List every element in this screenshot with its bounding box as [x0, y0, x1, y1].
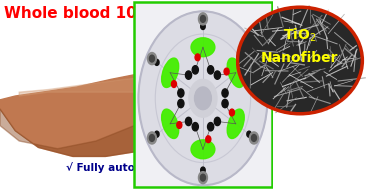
- Circle shape: [189, 79, 217, 117]
- Text: TiO$_2$: TiO$_2$: [283, 27, 317, 44]
- Circle shape: [201, 23, 205, 29]
- Circle shape: [251, 135, 256, 141]
- Circle shape: [230, 109, 234, 116]
- Circle shape: [172, 81, 176, 88]
- Circle shape: [251, 55, 256, 62]
- Ellipse shape: [227, 58, 244, 88]
- Circle shape: [222, 89, 228, 97]
- Circle shape: [247, 131, 251, 137]
- Circle shape: [186, 71, 192, 79]
- Circle shape: [207, 66, 214, 74]
- Text: Nanofiber: Nanofiber: [261, 51, 339, 65]
- Circle shape: [177, 122, 182, 128]
- Ellipse shape: [227, 109, 244, 139]
- Circle shape: [186, 117, 192, 126]
- Circle shape: [206, 136, 211, 143]
- Circle shape: [200, 15, 206, 22]
- Text: √ Fully automated: √ Fully automated: [66, 163, 173, 173]
- Polygon shape: [138, 79, 179, 100]
- Ellipse shape: [162, 109, 179, 139]
- Circle shape: [200, 174, 206, 181]
- Ellipse shape: [164, 119, 174, 127]
- Circle shape: [195, 54, 200, 61]
- Circle shape: [155, 131, 159, 137]
- Circle shape: [138, 11, 268, 185]
- Circle shape: [238, 7, 362, 114]
- Polygon shape: [19, 77, 173, 96]
- Text: √30 min.: √30 min.: [66, 108, 117, 118]
- Text: Whole blood 10 μL: Whole blood 10 μL: [4, 6, 162, 21]
- Circle shape: [199, 13, 207, 25]
- Circle shape: [247, 59, 251, 65]
- Ellipse shape: [191, 38, 215, 57]
- Circle shape: [149, 135, 155, 141]
- Circle shape: [199, 172, 207, 184]
- Circle shape: [222, 99, 228, 108]
- Ellipse shape: [162, 58, 179, 88]
- Circle shape: [178, 99, 184, 108]
- Circle shape: [224, 68, 229, 75]
- Circle shape: [249, 53, 258, 65]
- Circle shape: [194, 87, 211, 110]
- Circle shape: [149, 55, 155, 62]
- Text: √ ~ fM detection: √ ~ fM detection: [66, 135, 164, 145]
- Circle shape: [148, 53, 156, 65]
- Circle shape: [178, 89, 184, 97]
- Polygon shape: [0, 100, 192, 156]
- Polygon shape: [0, 73, 192, 156]
- Circle shape: [155, 59, 159, 65]
- Ellipse shape: [191, 140, 215, 159]
- Ellipse shape: [174, 105, 191, 120]
- Circle shape: [207, 122, 214, 131]
- Circle shape: [214, 117, 220, 126]
- Ellipse shape: [174, 105, 179, 110]
- Circle shape: [249, 132, 258, 144]
- Circle shape: [148, 132, 156, 144]
- Circle shape: [192, 122, 199, 131]
- Circle shape: [201, 167, 205, 173]
- Circle shape: [214, 71, 220, 79]
- Circle shape: [192, 66, 199, 74]
